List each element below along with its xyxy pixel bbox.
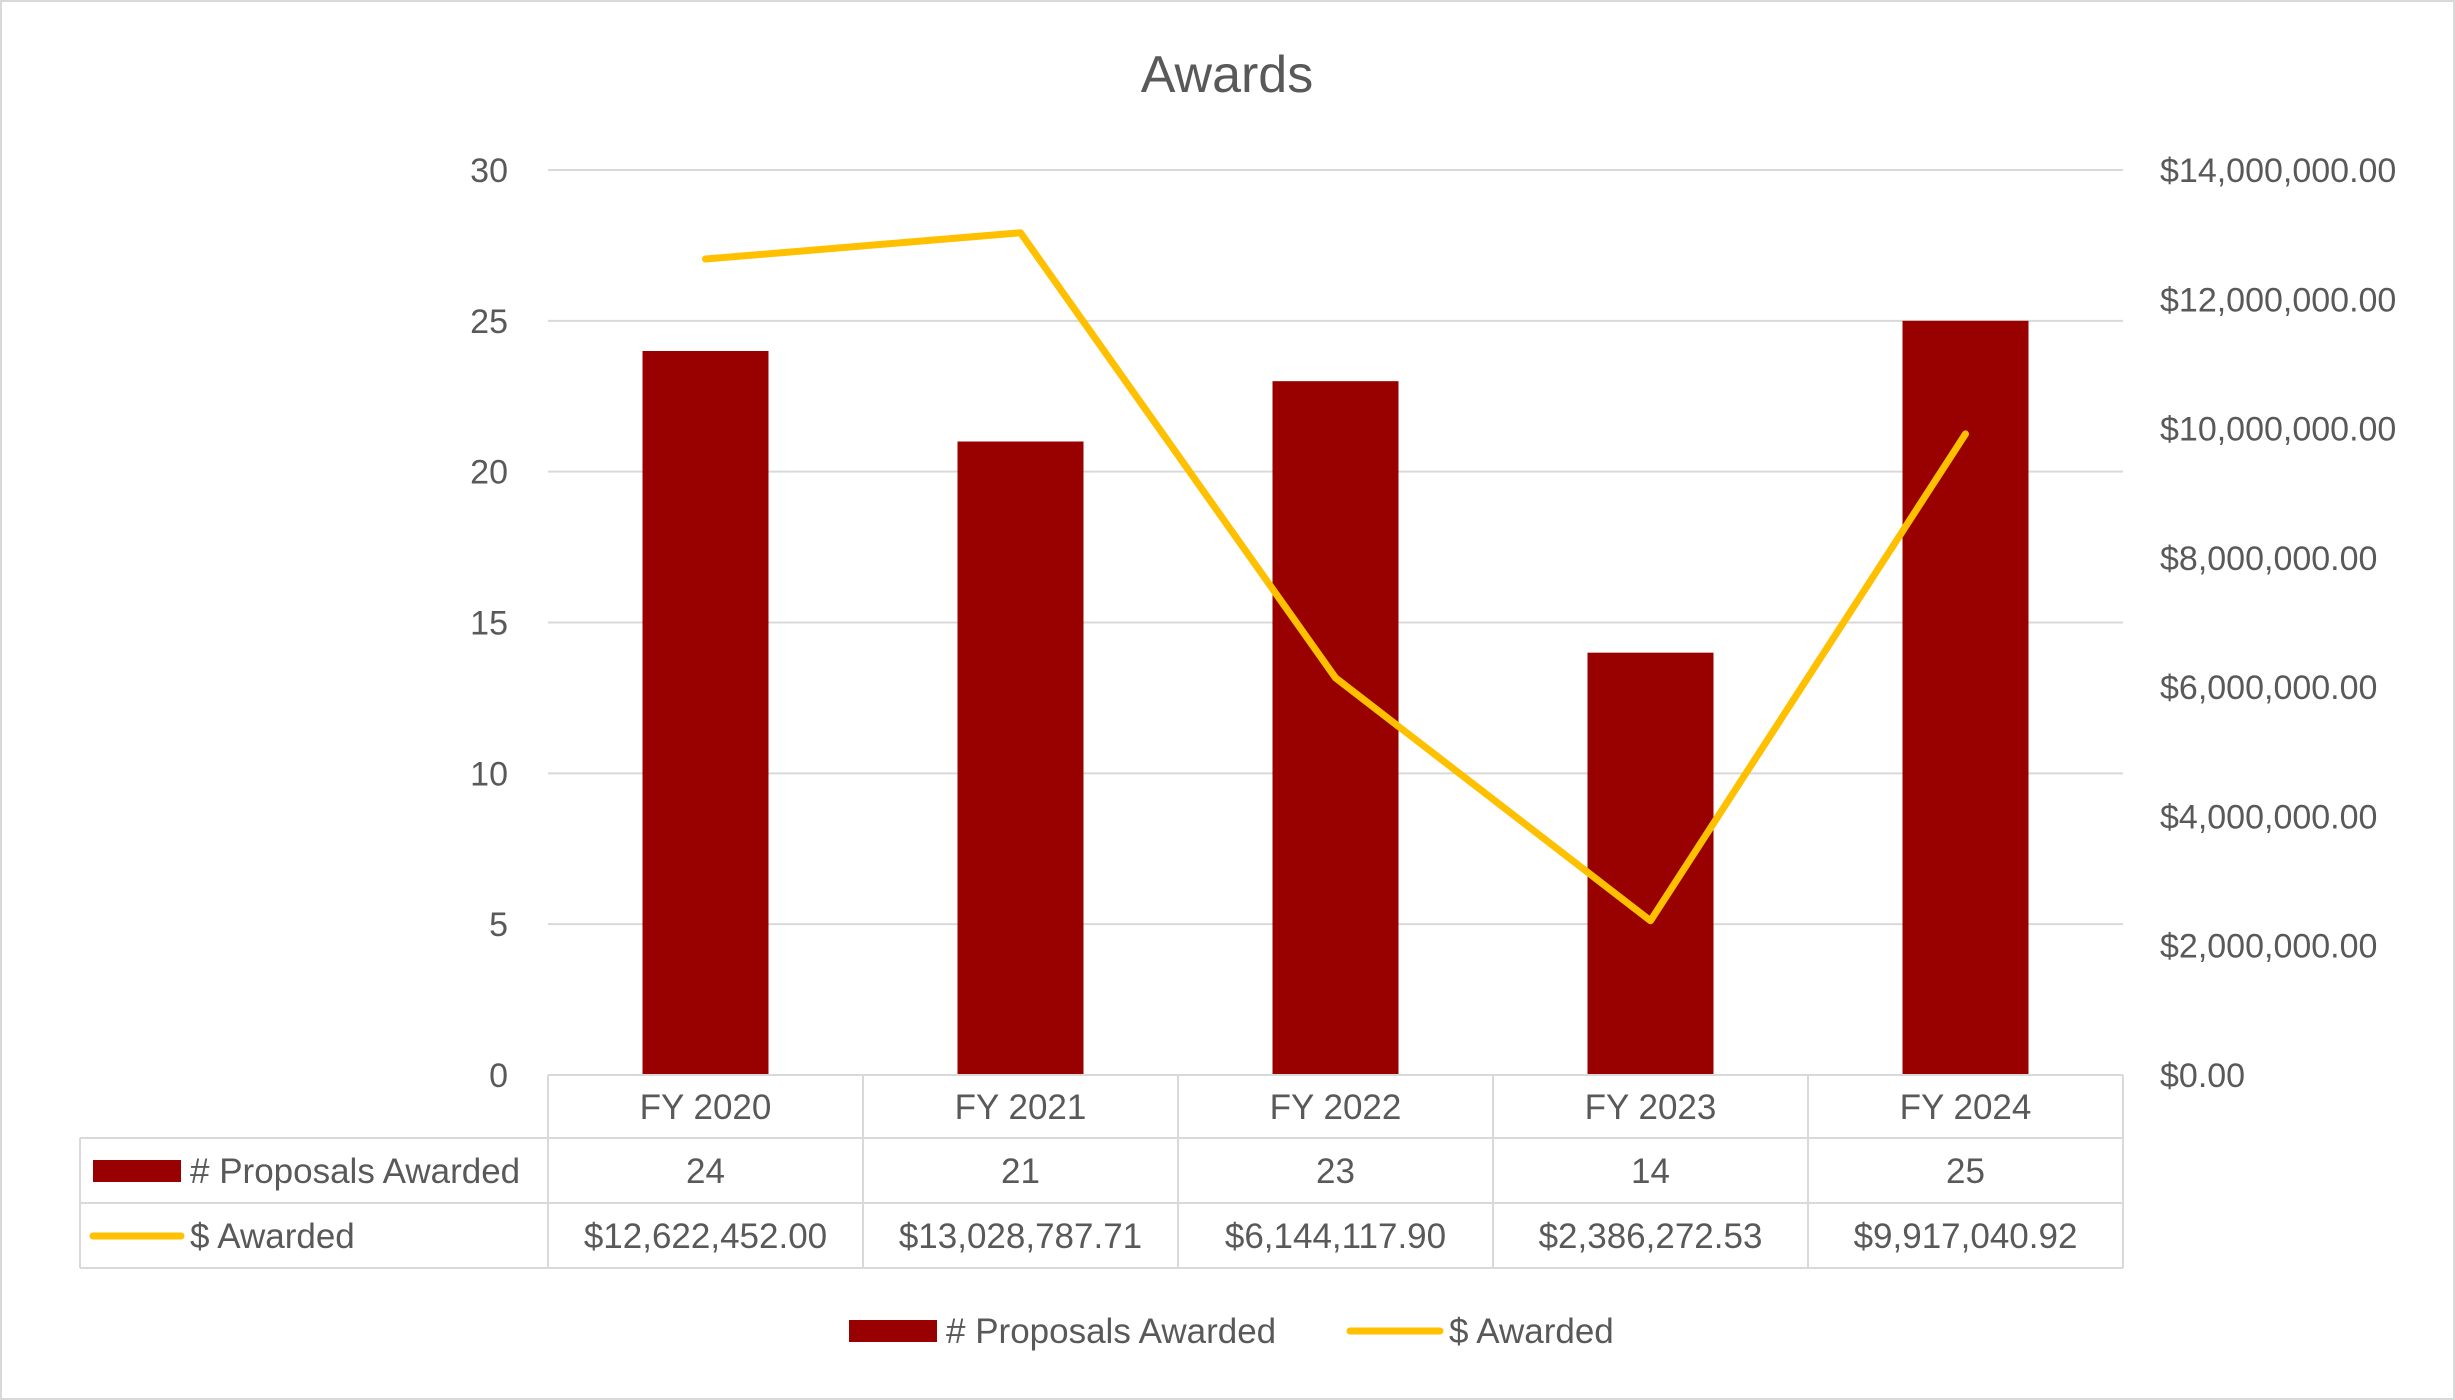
- left-axis-tick-label: 25: [470, 303, 508, 341]
- legend-label: $ Awarded: [1449, 1312, 1614, 1351]
- right-axis-tick-label: $0.00: [2160, 1057, 2245, 1095]
- table-row-header: # Proposals Awarded: [190, 1152, 520, 1191]
- right-axis-tick-label: $12,000,000.00: [2160, 281, 2396, 319]
- bar: [957, 441, 1084, 1075]
- gridlines: [548, 169, 2123, 926]
- left-axis-tick-label: 10: [470, 755, 508, 793]
- table-cell-amount: $13,028,787.71: [899, 1217, 1142, 1256]
- table-cell-amount: $12,622,452.00: [584, 1217, 827, 1256]
- category-label: FY 2022: [1270, 1088, 1402, 1127]
- category-label: FY 2020: [640, 1088, 772, 1127]
- legend-label: # Proposals Awarded: [946, 1312, 1276, 1351]
- table-row-header: $ Awarded: [190, 1217, 355, 1256]
- table-cell-amount: $6,144,117.90: [1225, 1217, 1446, 1256]
- table-cell-proposals: 21: [1001, 1152, 1040, 1191]
- left-axis-tick-label: 0: [489, 1057, 508, 1095]
- left-axis-tick-label: 30: [470, 152, 508, 190]
- chart-title: Awards: [1141, 46, 1313, 104]
- right-axis-tick-label: $2,000,000.00: [2160, 928, 2377, 966]
- left-axis-tick-label: 15: [470, 605, 508, 643]
- legend: # Proposals Awarded $ Awarded: [849, 1312, 1614, 1351]
- category-label: FY 2021: [955, 1088, 1087, 1127]
- table-cell-proposals: 14: [1631, 1152, 1670, 1191]
- category-label: FY 2024: [1900, 1088, 2032, 1127]
- right-axis: $0.00 $2,000,000.00 $4,000,000.00 $6,000,00…: [2160, 152, 2396, 1095]
- bar-series: [642, 320, 2029, 1076]
- left-axis: 0 5 10 15 20 25 30: [470, 152, 508, 1095]
- line-series: [702, 229, 1969, 925]
- table-cell-proposals: 25: [1946, 1152, 1985, 1191]
- table-cell-proposals: 23: [1316, 1152, 1355, 1191]
- bar: [1272, 381, 1399, 1076]
- right-axis-tick-label: $8,000,000.00: [2160, 540, 2377, 578]
- bar: [1902, 320, 2029, 1075]
- series-line: [702, 229, 1969, 925]
- right-axis-tick-label: $4,000,000.00: [2160, 798, 2377, 836]
- right-axis-tick-label: $10,000,000.00: [2160, 411, 2396, 449]
- data-table: FY 2020 24 $12,622,452.00 FY 2021 21 $13,028,…: [79, 1074, 2124, 1269]
- bar: [642, 351, 769, 1075]
- category-label: FY 2023: [1585, 1088, 1717, 1127]
- left-axis-tick-label: 20: [470, 454, 508, 492]
- table-cell-proposals: 24: [686, 1152, 725, 1191]
- left-axis-tick-label: 5: [489, 906, 508, 944]
- legend-swatch-bar: [849, 1320, 937, 1342]
- right-axis-tick-label: $6,000,000.00: [2160, 669, 2377, 707]
- table-cell-amount: $2,386,272.53: [1539, 1217, 1763, 1256]
- table-key-bar: [93, 1160, 181, 1182]
- right-axis-tick-label: $14,000,000.00: [2160, 152, 2396, 190]
- table-cell-amount: $9,917,040.92: [1854, 1217, 2078, 1256]
- bar: [1587, 652, 1714, 1075]
